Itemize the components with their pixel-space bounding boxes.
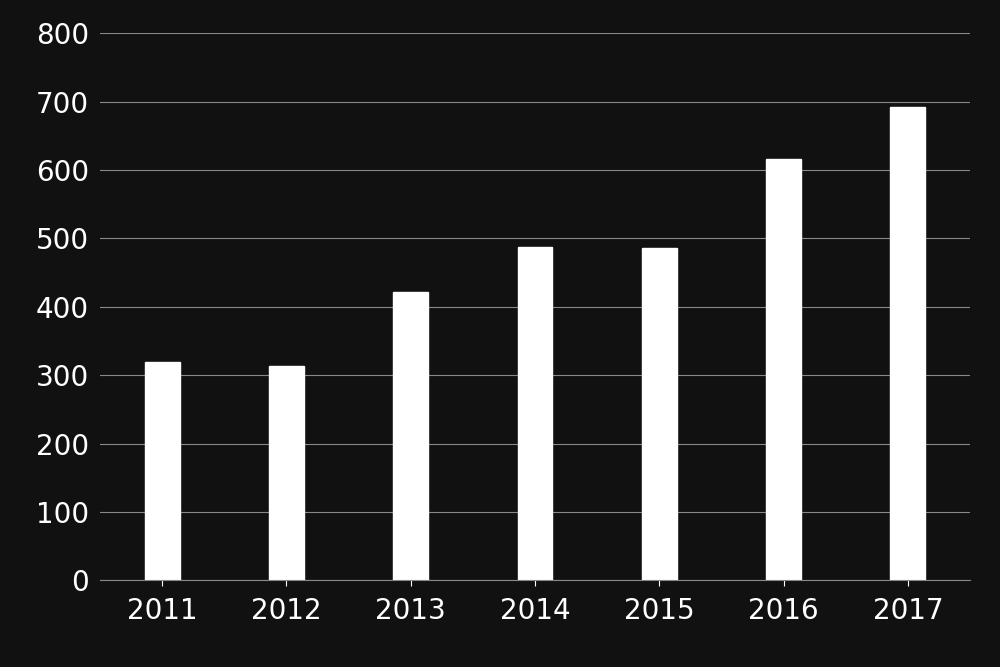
Bar <box>890 107 925 580</box>
Bar <box>766 159 801 580</box>
Bar <box>145 362 180 580</box>
Bar <box>642 248 677 580</box>
Bar <box>393 291 428 580</box>
Bar <box>269 366 304 580</box>
Bar <box>518 247 552 580</box>
